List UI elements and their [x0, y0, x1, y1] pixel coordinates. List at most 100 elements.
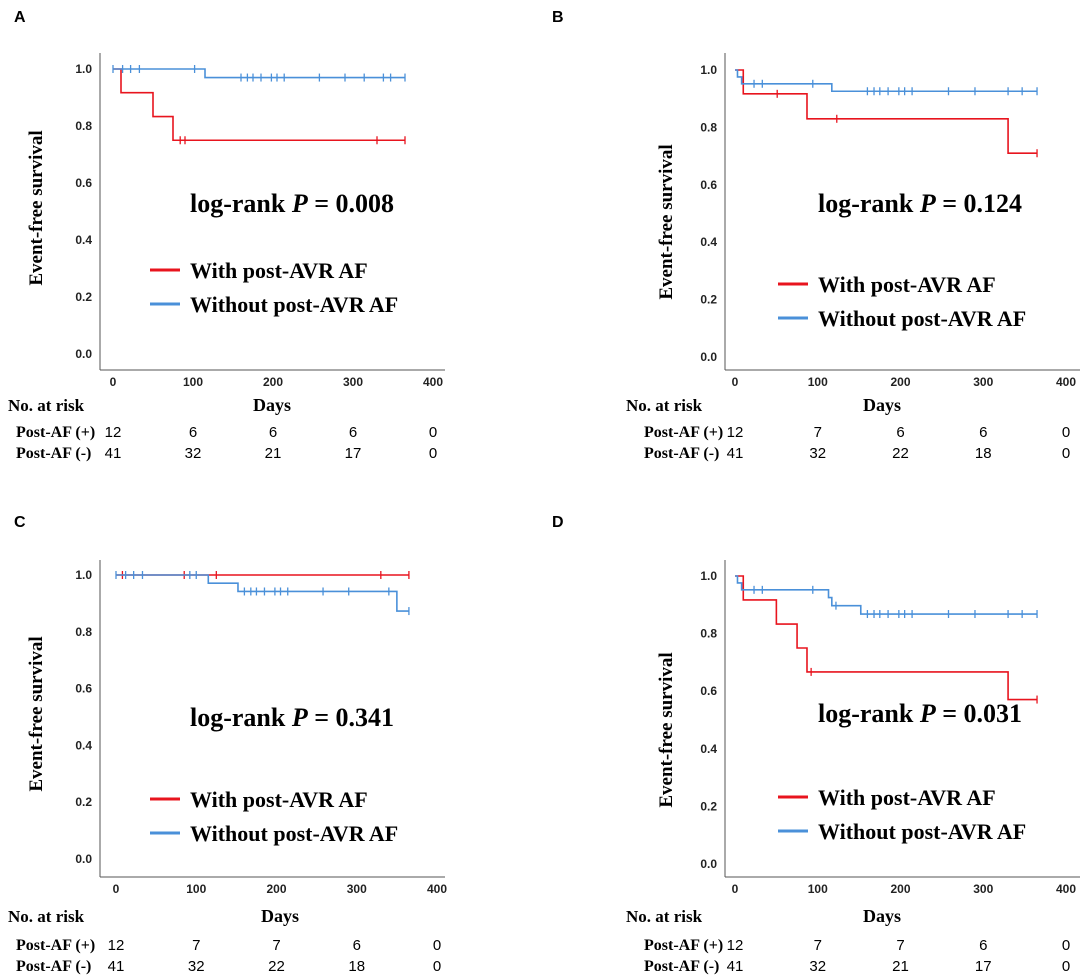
y-tick-label: 0.2	[75, 795, 92, 809]
x-tick-label: 200	[890, 882, 910, 896]
annotation-p: P	[919, 699, 937, 728]
panel-letter: B	[552, 9, 564, 26]
risk-count-minus: 32	[185, 445, 202, 462]
y-tick-label: 1.0	[700, 63, 717, 77]
y-tick-label: 0.8	[75, 119, 92, 133]
risk-table: No. at risk Post-AF (+) Post-AF (-) 12 7 7 6 0 4…	[8, 907, 441, 975]
risk-count-plus: 6	[353, 937, 361, 954]
risk-row-label-minus: Post-AF (-)	[644, 445, 719, 462]
legend: With post-AVR AF Without post-AVR AF	[778, 272, 1026, 331]
risk-count-minus: 22	[268, 958, 285, 975]
risk-count-minus: 21	[265, 445, 282, 462]
x-axis-label: Days	[863, 906, 901, 926]
survival-curve-without-af	[113, 68, 405, 79]
risk-table-title: No. at risk	[626, 396, 703, 415]
y-tick-label: 0.6	[700, 178, 717, 192]
y-tick-label: 0.0	[700, 350, 717, 364]
legend: With post-AVR AF Without post-AVR AF	[150, 258, 398, 317]
x-tick-label: 300	[347, 882, 367, 896]
x-tick-label: 200	[263, 375, 283, 389]
risk-count-plus: 0	[1062, 424, 1070, 441]
legend-label-with-af: With post-AVR AF	[818, 272, 996, 297]
y-tick-label: 0.8	[700, 627, 717, 641]
annotation-value: = 0.008	[308, 189, 394, 218]
annotation-prefix: log-rank	[190, 703, 292, 732]
risk-table: No. at risk Post-AF (+) Post-AF (-) 12 7 6 6 0 4…	[626, 396, 1070, 462]
x-tick-label: 200	[890, 375, 910, 389]
y-axis-label: Event-free survival	[26, 130, 47, 285]
risk-row-label-plus: Post-AF (+)	[644, 937, 723, 954]
annotation-prefix: log-rank	[818, 699, 920, 728]
risk-count-minus: 32	[809, 445, 826, 462]
risk-count-minus: 22	[892, 445, 909, 462]
risk-count-minus: 17	[345, 445, 362, 462]
risk-count-plus: 0	[1062, 937, 1070, 954]
x-tick-label: 400	[427, 882, 447, 896]
legend-label-with-af: With post-AVR AF	[190, 258, 368, 283]
risk-row-label-minus: Post-AF (-)	[16, 958, 91, 975]
y-tick-label: 1.0	[75, 62, 92, 76]
risk-count-minus: 18	[348, 958, 365, 975]
x-tick-label: 0	[113, 882, 120, 896]
y-tick-label: 0.2	[700, 293, 717, 307]
y-tick-label: 0.6	[75, 176, 92, 190]
risk-row-label-plus: Post-AF (+)	[16, 424, 95, 441]
log-rank-annotation: log-rank P = 0.008	[190, 189, 394, 218]
risk-count-minus: 17	[975, 958, 992, 975]
risk-row-label-plus: Post-AF (+)	[644, 424, 723, 441]
risk-count-plus: 7	[192, 937, 200, 954]
risk-count-plus: 12	[108, 937, 125, 954]
annotation-prefix: log-rank	[190, 189, 292, 218]
risk-count-plus: 6	[189, 424, 197, 441]
legend-label-without-af: Without post-AVR AF	[818, 819, 1026, 844]
risk-count-minus: 0	[1062, 445, 1070, 462]
risk-count-plus: 12	[105, 424, 122, 441]
annotation-value: = 0.341	[308, 703, 394, 732]
panel-letter: D	[552, 514, 564, 531]
risk-count-minus: 41	[105, 445, 122, 462]
legend: With post-AVR AF Without post-AVR AF	[150, 787, 398, 846]
annotation-value: = 0.031	[936, 699, 1022, 728]
risk-count-plus: 6	[979, 424, 987, 441]
y-tick-label: 0.4	[75, 233, 92, 247]
y-tick-label: 0.4	[700, 235, 717, 249]
risk-row-label-minus: Post-AF (-)	[644, 958, 719, 975]
risk-count-plus: 12	[727, 424, 744, 441]
x-tick-label: 200	[266, 882, 286, 896]
risk-count-minus: 0	[1062, 958, 1070, 975]
y-tick-label: 0.6	[75, 682, 92, 696]
y-axis-label: Event-free survival	[26, 636, 47, 791]
survival-curve-with-af	[735, 69, 1038, 155]
survival-curve-with-af	[735, 575, 1038, 701]
risk-count-minus: 18	[975, 445, 992, 462]
x-tick-label: 100	[808, 375, 828, 389]
risk-count-minus: 41	[727, 958, 744, 975]
risk-count-minus: 41	[727, 445, 744, 462]
annotation-p: P	[291, 189, 309, 218]
risk-count-plus: 6	[349, 424, 357, 441]
risk-table: No. at risk Post-AF (+) Post-AF (-) 12 7 7 6 0 4…	[626, 907, 1070, 975]
y-axis-label: Event-free survival	[656, 652, 677, 807]
risk-count-minus: 0	[433, 958, 441, 975]
log-rank-annotation: log-rank P = 0.031	[818, 699, 1022, 728]
y-tick-label: 0.0	[75, 347, 92, 361]
y-tick-label: 0.4	[75, 738, 92, 752]
survival-curve-with-af	[113, 68, 405, 142]
x-tick-label: 100	[186, 882, 206, 896]
log-rank-annotation: log-rank P = 0.124	[818, 189, 1022, 218]
x-tick-label: 100	[183, 375, 203, 389]
survival-curve-without-af	[116, 574, 409, 612]
survival-curve-without-af	[735, 575, 1038, 615]
x-tick-label: 400	[1056, 375, 1076, 389]
legend-label-with-af: With post-AVR AF	[190, 787, 368, 812]
chart-panel-b: B 0.0 0.2 0.4 0.6 0.8 1.0 0 100 200 300 400 Event-fr…	[552, 9, 1080, 462]
y-tick-label: 0.6	[700, 684, 717, 698]
legend-label-without-af: Without post-AVR AF	[190, 292, 398, 317]
legend: With post-AVR AF Without post-AVR AF	[778, 785, 1026, 844]
legend-label-with-af: With post-AVR AF	[818, 785, 996, 810]
y-tick-label: 0.4	[700, 742, 717, 756]
risk-count-plus: 7	[814, 424, 822, 441]
risk-row-label-minus: Post-AF (-)	[16, 445, 91, 462]
x-tick-label: 300	[343, 375, 363, 389]
